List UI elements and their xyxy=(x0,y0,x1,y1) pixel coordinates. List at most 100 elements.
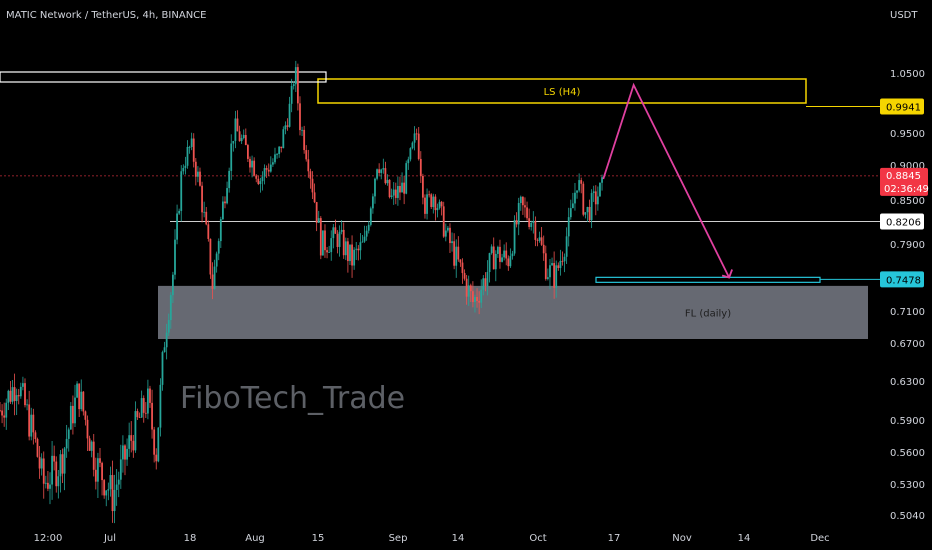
candle-body xyxy=(430,194,433,208)
candle-body xyxy=(599,182,601,197)
candle-body xyxy=(390,195,393,198)
candle-body xyxy=(265,168,268,170)
candle-body xyxy=(261,176,264,182)
candle-body xyxy=(309,171,312,179)
candle-body xyxy=(469,285,472,292)
candle-body xyxy=(455,246,458,266)
candle-body xyxy=(305,150,308,160)
candle-body xyxy=(107,489,110,491)
candle-body xyxy=(565,236,568,257)
candle-body xyxy=(359,242,362,251)
mid-level-badge xyxy=(880,213,924,230)
candle-body xyxy=(511,253,514,257)
candle-body xyxy=(174,239,176,275)
candle-body xyxy=(178,210,181,214)
candle-body xyxy=(180,171,183,211)
candle-body xyxy=(242,134,245,139)
candle-body xyxy=(474,296,476,303)
price-tick-label: 0.7900 xyxy=(890,240,925,251)
candle-body xyxy=(147,388,149,414)
candle-body xyxy=(255,175,258,179)
candle-body xyxy=(49,484,51,489)
candle-body xyxy=(42,458,45,484)
candle-body xyxy=(105,490,108,496)
candle-body xyxy=(399,185,401,193)
candle-body xyxy=(509,256,512,267)
candle-body xyxy=(3,415,6,418)
candle-body xyxy=(326,250,328,253)
candle-body xyxy=(134,411,137,451)
candle-body xyxy=(57,476,60,487)
candle-body xyxy=(376,169,378,179)
candle-body xyxy=(80,391,83,410)
candle-body xyxy=(269,164,272,172)
candle-body xyxy=(238,131,241,142)
projection-arrowhead xyxy=(721,269,733,279)
candle-body xyxy=(419,158,422,176)
candle-body xyxy=(328,252,331,253)
time-tick-label: 17 xyxy=(608,533,621,544)
candle-body xyxy=(209,238,212,275)
candle-body xyxy=(551,263,553,266)
candle-body xyxy=(505,250,508,259)
price-tick-label: 0.9000 xyxy=(890,161,925,172)
candle-body xyxy=(5,402,8,418)
time-axis[interactable]: 12:00 Jul 18 Aug 15 Sep 14 Oct 17 Nov 14 Dec xyxy=(34,533,830,544)
candle-body xyxy=(409,148,412,160)
candle-body xyxy=(407,159,410,164)
countdown-timer: 02:36:49 xyxy=(884,184,929,195)
candle-body xyxy=(201,185,203,213)
candle-body xyxy=(488,253,491,273)
candle-body xyxy=(324,230,326,251)
levels-layer xyxy=(0,71,880,283)
candle-body xyxy=(438,201,441,209)
candle-body xyxy=(51,455,53,485)
fl-support-box xyxy=(595,276,821,283)
candle-body xyxy=(382,168,385,170)
candle-body xyxy=(403,182,406,194)
top-resistance-box xyxy=(0,71,327,83)
candle-body xyxy=(72,405,74,424)
candle-body xyxy=(47,482,49,489)
current-price-value: 0.8845 xyxy=(886,171,921,182)
candle-body xyxy=(271,162,274,165)
candle-body xyxy=(442,206,445,237)
candle-body xyxy=(594,191,597,205)
candle-body xyxy=(119,459,122,480)
candle-body xyxy=(84,411,87,420)
candle-body xyxy=(101,462,103,481)
candle-body xyxy=(453,241,456,266)
candle-body xyxy=(357,248,360,251)
candle-body xyxy=(130,435,133,441)
FL-support-badge-value: 0.7478 xyxy=(886,275,921,286)
candle-body xyxy=(380,169,383,173)
candle-body xyxy=(109,475,112,490)
candle-body xyxy=(578,180,581,191)
price-axis[interactable]: 1.0500 0.9500 0.9000 0.8500 0.7900 0.7100 0.67… xyxy=(890,69,925,522)
candle-body xyxy=(40,458,43,469)
candle-body xyxy=(465,278,468,297)
candle-body xyxy=(313,192,316,203)
candle-body xyxy=(563,256,566,262)
candle-body xyxy=(461,262,464,274)
projection-layer xyxy=(602,82,733,279)
candle-body xyxy=(496,246,499,254)
candle-body xyxy=(311,178,314,193)
candle-body xyxy=(132,440,135,451)
candle-body xyxy=(226,188,228,204)
candle-body xyxy=(278,146,281,155)
candle-body xyxy=(503,250,506,258)
candle-body xyxy=(169,295,172,321)
candle-body xyxy=(544,253,547,279)
candle-body xyxy=(142,398,145,413)
candle-body xyxy=(140,398,143,418)
candle-body xyxy=(538,237,541,241)
candle-body xyxy=(340,229,343,232)
candle-body xyxy=(234,118,237,141)
candle-body xyxy=(74,397,76,424)
candle-body xyxy=(569,208,572,218)
candle-body xyxy=(211,274,214,289)
candle-body xyxy=(267,169,270,172)
candle-body xyxy=(13,387,16,402)
